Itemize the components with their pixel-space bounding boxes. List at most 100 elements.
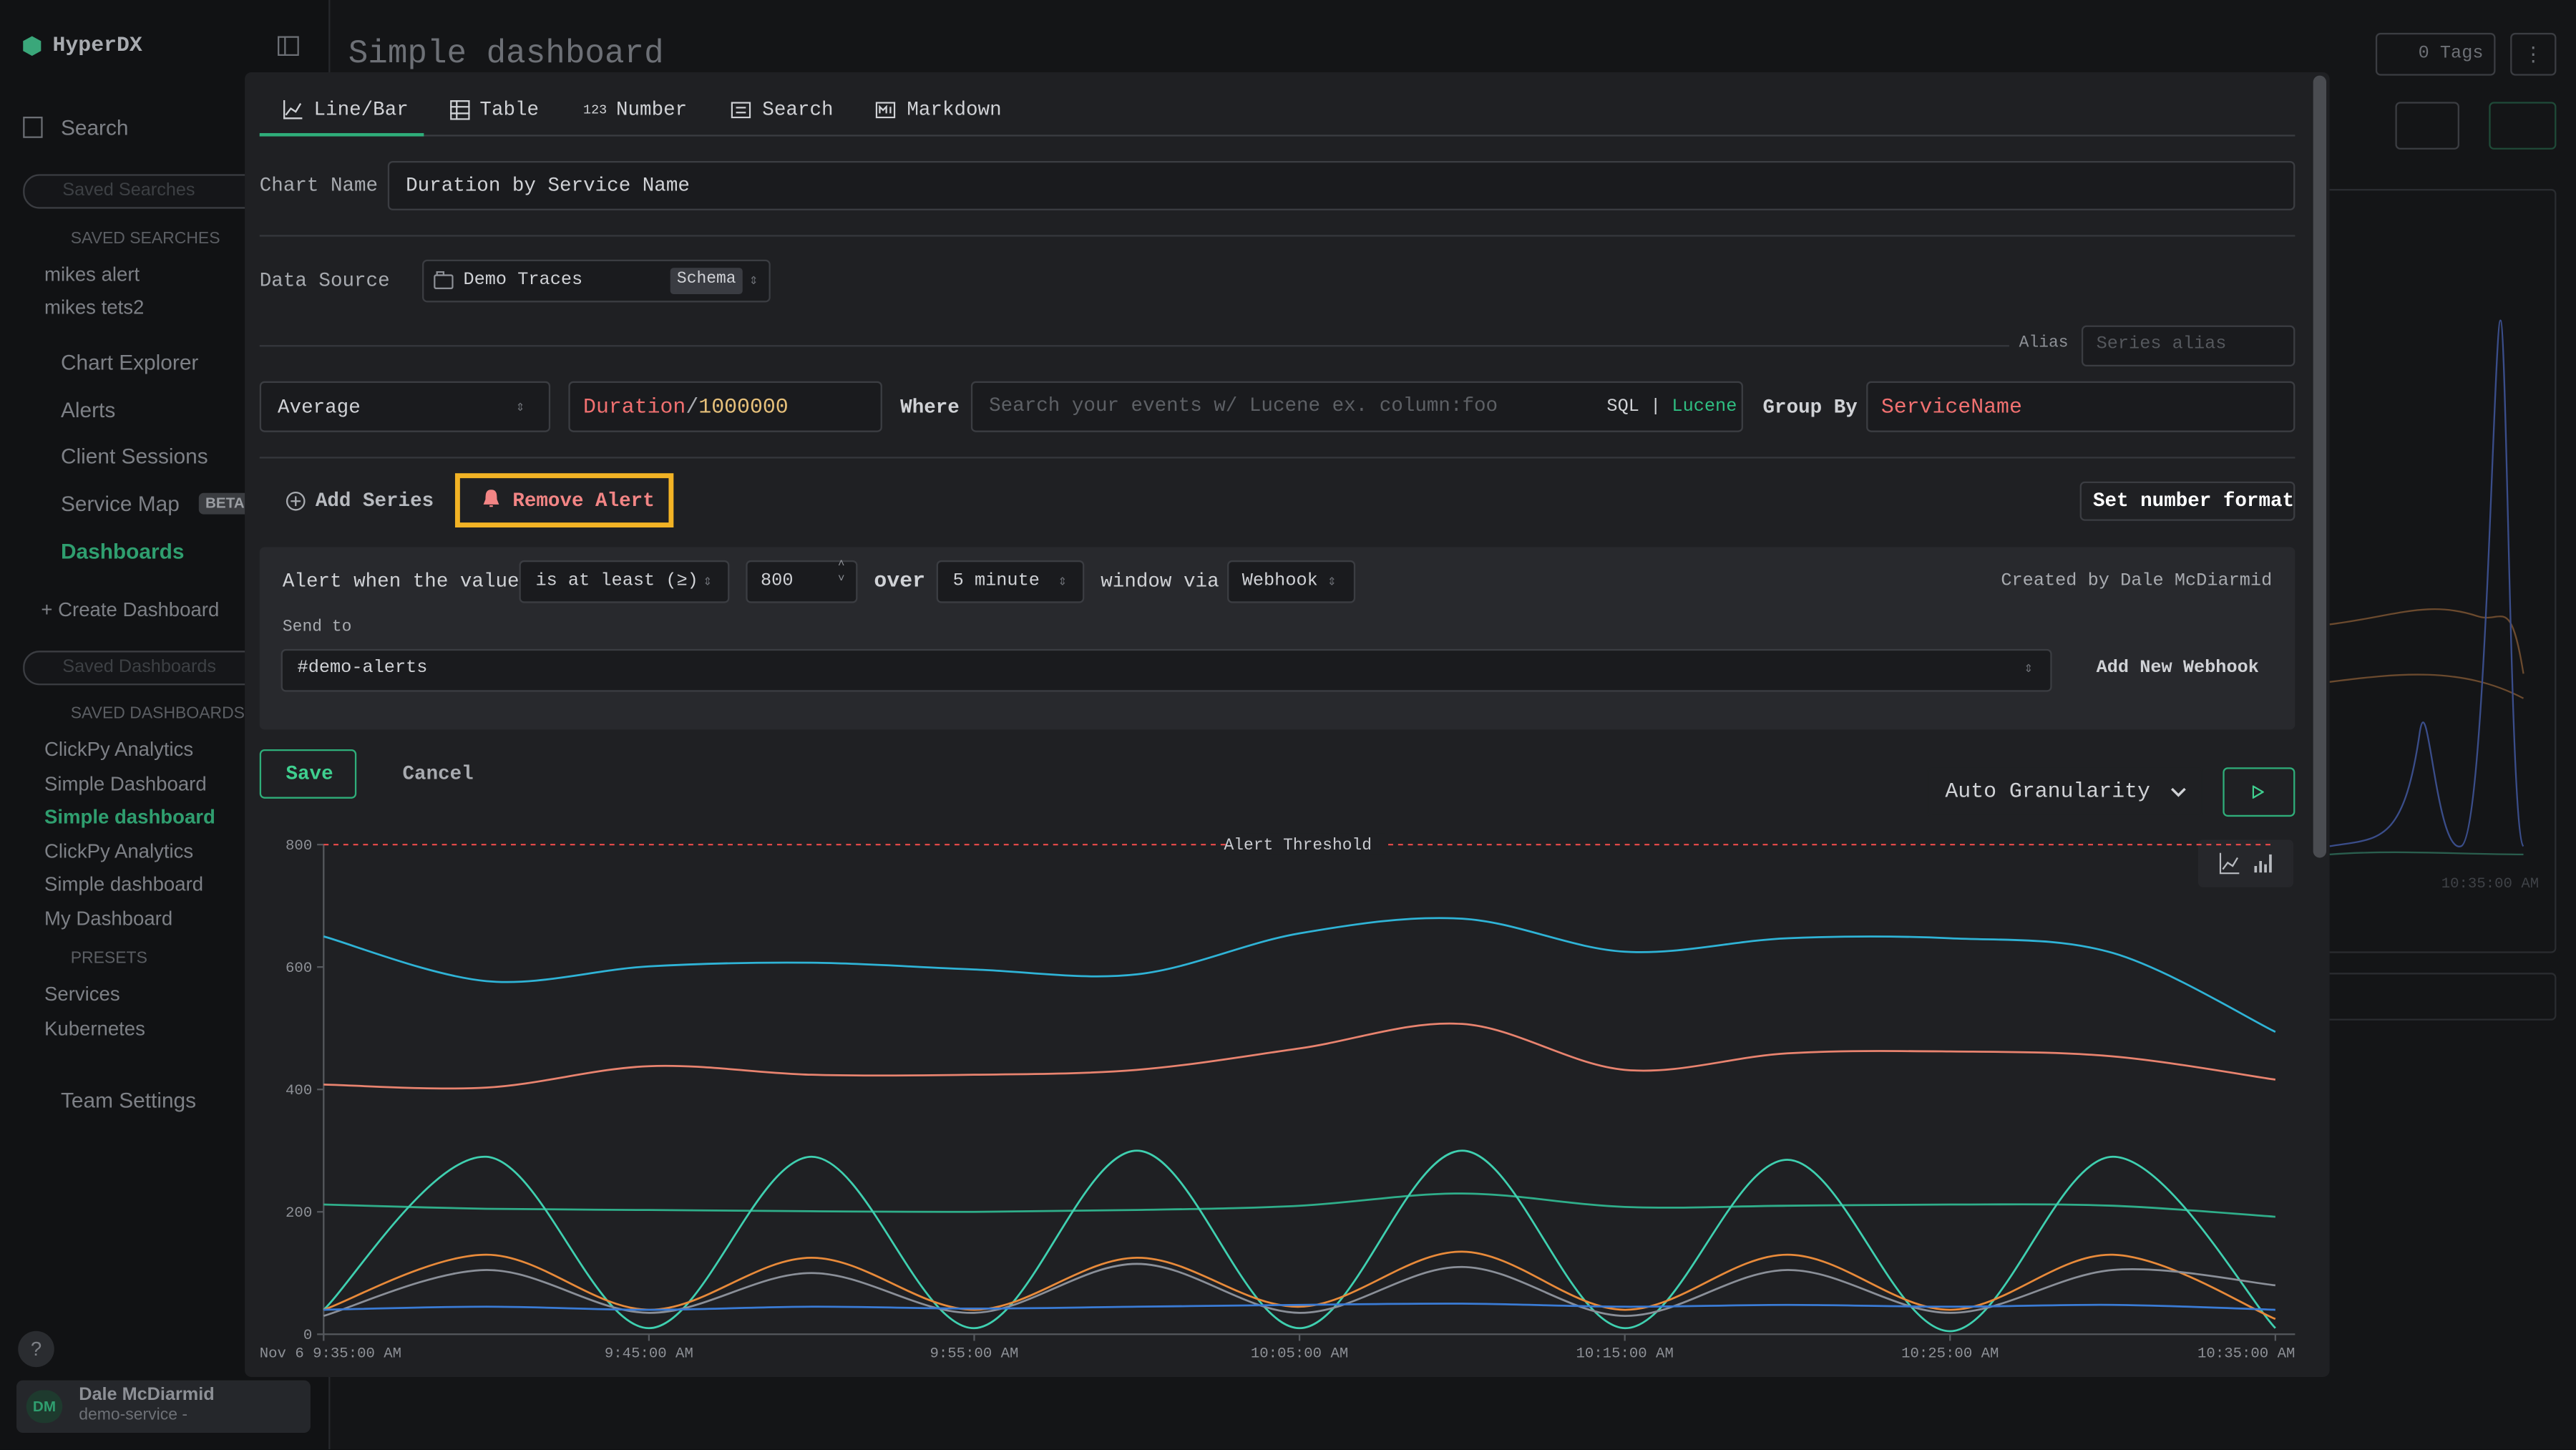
label: Send to: [282, 619, 352, 638]
tags-button[interactable]: [2375, 32, 2496, 76]
nav-item-active[interactable]: Dashboards: [60, 539, 185, 564]
remove-alert-button: Remove Alert: [512, 490, 655, 513]
create-dashboard-text: Create Dashboard: [58, 598, 220, 621]
nav-item[interactable]: Service Map: [60, 491, 180, 516]
threshold-input[interactable]: [746, 560, 858, 603]
nav-item[interactable]: Client Sessions: [60, 443, 208, 469]
saved-search[interactable]: mikes alert: [44, 263, 140, 286]
where-input[interactable]: [970, 381, 1743, 432]
help-button[interactable]: ?: [18, 1330, 54, 1368]
user-card[interactable]: DM Dale McDiarmid demo-service -: [16, 1380, 311, 1434]
bg-button[interactable]: [2395, 102, 2459, 150]
dashboard-link-active[interactable]: Simple dashboard: [44, 805, 215, 829]
preset-link[interactable]: Kubernetes: [44, 1017, 145, 1041]
save-text: Save: [286, 762, 333, 786]
tab-icon: [450, 100, 470, 120]
run-button[interactable]: [2223, 767, 2296, 817]
label: Chart Name: [259, 174, 379, 198]
tab[interactable]: Line/Bar: [313, 98, 409, 122]
dashboard-link[interactable]: Simple dashboard: [44, 872, 204, 896]
dashboard-link[interactable]: ClickPy Analytics: [44, 737, 194, 762]
create-dashboard[interactable]: + Create Dashboard: [41, 598, 220, 621]
webhook-select[interactable]: [280, 648, 2052, 692]
saved-search[interactable]: mikes tets2: [44, 296, 145, 319]
schema-badge[interactable]: Schema: [670, 268, 743, 294]
operator: /: [686, 394, 699, 419]
save-button[interactable]: [259, 749, 357, 799]
add-icon: [286, 491, 306, 511]
dashboard-link[interactable]: Simple Dashboard: [44, 772, 207, 796]
expression-value: Duration/1000000: [583, 394, 789, 421]
tab[interactable]: Markdown: [907, 98, 1002, 122]
aggregation-select[interactable]: [259, 381, 551, 432]
chevron: ⇕: [703, 573, 713, 590]
dashboard-link[interactable]: ClickPy Analytics: [44, 840, 194, 863]
spinner[interactable]: ˄ ˅: [837, 558, 845, 587]
tags-text: 0 Tags: [2418, 44, 2484, 64]
preset-link[interactable]: Services: [44, 982, 120, 1006]
separator: [259, 235, 2296, 237]
chevron: ⇕: [1327, 573, 1337, 590]
literal: 1000000: [698, 394, 789, 419]
tab[interactable]: Search: [762, 98, 834, 122]
dashboard-link[interactable]: My Dashboard: [44, 907, 173, 930]
label: Data Source: [259, 269, 390, 293]
group-by-input[interactable]: [1866, 381, 2296, 432]
bg-button[interactable]: [2489, 102, 2557, 150]
granularity-select[interactable]: [1927, 767, 2203, 817]
tab-bar-line: [259, 135, 2296, 137]
placeholder: Search your events w/ Lucene ex. column:…: [989, 394, 1498, 418]
cancel-button[interactable]: Cancel: [402, 762, 474, 786]
logo-icon: [23, 36, 42, 57]
chart-name-input[interactable]: [387, 161, 2296, 210]
number-format-text: Set number format: [2093, 490, 2295, 513]
add-webhook-button[interactable]: Add New Webhook: [2096, 658, 2259, 679]
number-format-button[interactable]: [2079, 481, 2296, 521]
lucene-option: Lucene: [1672, 397, 1737, 418]
data-source-value: Demo Traces: [463, 271, 583, 291]
condition-select[interactable]: [519, 560, 730, 603]
nav-item[interactable]: Team Settings: [60, 1087, 197, 1113]
expression-input[interactable]: [568, 381, 882, 432]
menu-button[interactable]: ⋮: [2510, 32, 2557, 76]
label: Alert when the value: [282, 570, 519, 593]
bell-icon: [483, 490, 499, 507]
section-header: PRESETS: [70, 950, 147, 968]
channel-select[interactable]: [1227, 560, 1356, 603]
nav-item[interactable]: Search: [60, 115, 129, 140]
webhook-value: #demo-alerts: [297, 658, 428, 679]
bg-time-label: 10:35:00 AM: [2441, 875, 2540, 892]
channel-value: Webhook: [1241, 571, 1318, 592]
bg-input: [2316, 973, 2557, 1021]
tab-icon: [731, 102, 751, 119]
collapse-icon[interactable]: [278, 36, 299, 57]
query-language[interactable]: SQL | Lucene: [1606, 394, 1737, 421]
placeholder: Series alias: [2096, 335, 2227, 355]
section-header: SAVED DASHBOARDS: [70, 704, 245, 724]
tab-icon: 123: [583, 103, 608, 119]
nav-item[interactable]: Chart Explorer: [60, 350, 199, 375]
chart-name-value: Duration by Service Name: [406, 174, 690, 198]
chart-type-toggle[interactable]: [2197, 840, 2294, 887]
alias-input[interactable]: [2081, 325, 2296, 366]
label: Alias: [2019, 335, 2069, 354]
remove-alert-highlight[interactable]: [454, 473, 674, 527]
label: Where: [900, 396, 960, 419]
chevron: ⇕: [1058, 573, 1068, 590]
tab[interactable]: Number: [615, 98, 688, 122]
created-by: Created by Dale McDiarmid: [2001, 571, 2273, 592]
search-icon: [23, 117, 43, 138]
tab[interactable]: Table: [479, 98, 540, 122]
divider: |: [1650, 397, 1662, 418]
label: window via: [1101, 570, 1219, 593]
add-series-button[interactable]: Add Series: [315, 490, 434, 513]
nav-item[interactable]: Alerts: [60, 397, 116, 423]
scrollbar[interactable]: [2313, 75, 2327, 858]
section-header: SAVED SEARCHES: [70, 230, 220, 248]
threshold-value: 800: [761, 571, 794, 592]
chevron: ⇕: [748, 273, 758, 290]
window-select[interactable]: [936, 560, 1085, 603]
beta-badge: BETA: [198, 492, 251, 515]
avatar: DM: [26, 1390, 63, 1424]
